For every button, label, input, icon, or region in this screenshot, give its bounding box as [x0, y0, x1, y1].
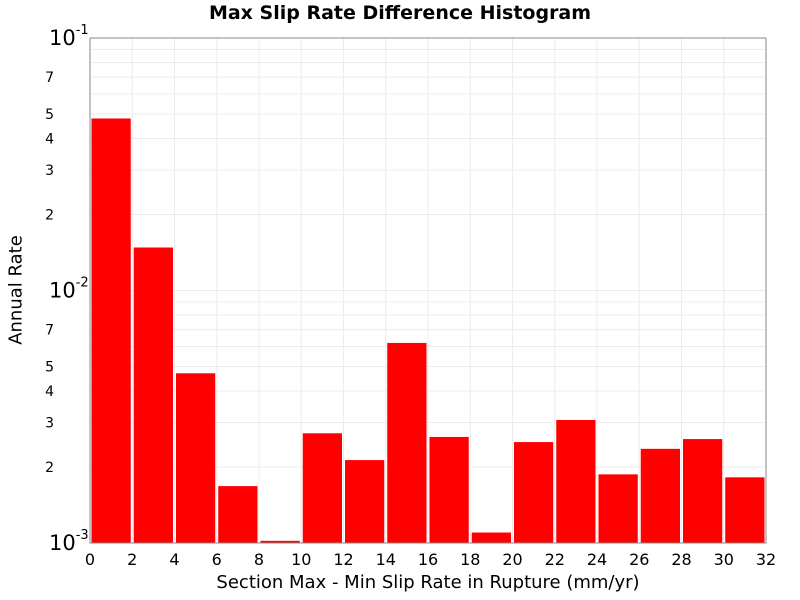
histogram-bar	[218, 486, 258, 543]
plot-frame	[89, 37, 767, 544]
histogram-bar	[598, 474, 638, 543]
y-minor-tick-label: 2	[45, 207, 54, 223]
histogram-bar	[640, 448, 680, 543]
y-minor-tick-label: 2	[45, 460, 54, 476]
y-tick-labels: 10-3 10-2 10-1 2 3 4 5 7 2 3 4 5 7	[45, 23, 89, 555]
histogram-bar	[429, 436, 469, 543]
histogram-bar	[345, 460, 385, 543]
x-tick-label: 8	[254, 550, 264, 569]
histogram-bar	[387, 342, 427, 543]
y-minor-tick-label: 5	[45, 360, 54, 376]
y-minor-tick-label: 3	[45, 416, 54, 432]
histogram-bar	[514, 442, 554, 543]
histogram-bar	[91, 118, 131, 544]
x-tick-label: 32	[756, 550, 776, 569]
y-major-tick-label: 10-1	[49, 23, 89, 50]
x-tick-label: 14	[376, 550, 396, 569]
x-tick-label: 6	[212, 550, 222, 569]
y-major-tick-label: 10-2	[49, 276, 89, 303]
y-minor-tick-label: 7	[45, 70, 54, 86]
y-minor-tick-label: 4	[45, 131, 54, 147]
x-tick-label: 12	[333, 550, 353, 569]
x-tick-labels: 0 2 4 6 8 10 12 14 16 18 20 22 24 26 28 30 32	[85, 550, 776, 569]
x-tick-label: 20	[502, 550, 522, 569]
chart-title: Max Slip Rate Difference Histogram	[208, 2, 592, 24]
y-minor-tick-label: 7	[45, 323, 54, 339]
x-axis-label: Section Max - Min Slip Rate in Rupture (…	[216, 572, 640, 593]
x-tick-label: 2	[127, 550, 137, 569]
grid-lines	[89, 38, 767, 544]
y-major-tick-label: 10-3	[49, 528, 89, 555]
histogram-bar	[302, 433, 342, 543]
x-tick-label: 16	[418, 550, 438, 569]
x-tick-label: 4	[169, 550, 179, 569]
x-tick-label: 18	[460, 550, 480, 569]
y-minor-tick-label: 4	[45, 384, 54, 400]
histogram-bar	[725, 477, 765, 543]
histogram-bar	[133, 247, 173, 543]
x-tick-label: 30	[714, 550, 734, 569]
histogram-bar	[683, 439, 723, 543]
y-minor-tick-label: 3	[45, 163, 54, 179]
histogram-bar	[176, 373, 216, 543]
x-tick-label: 22	[545, 550, 565, 569]
bars-group	[91, 118, 765, 544]
x-tick-label: 28	[671, 550, 691, 569]
y-minor-tick-label: 5	[45, 107, 54, 123]
histogram-bar	[556, 419, 596, 543]
histogram-bar	[471, 532, 511, 543]
x-tick-label: 26	[629, 550, 649, 569]
x-tick-label: 24	[587, 550, 607, 569]
x-tick-label: 0	[85, 550, 95, 569]
x-tick-label: 10	[291, 550, 311, 569]
histogram-bar	[260, 540, 300, 543]
